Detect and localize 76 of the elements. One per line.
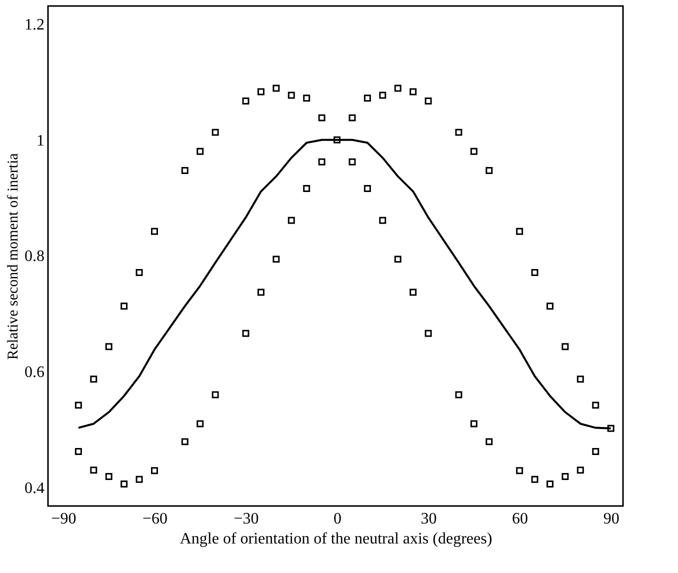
point	[303, 185, 310, 192]
point	[303, 94, 310, 102]
point	[531, 269, 538, 276]
point	[212, 391, 219, 398]
point	[105, 472, 112, 480]
point	[592, 402, 600, 409]
point	[74, 402, 82, 409]
y-tick-label: 0.4	[24, 480, 44, 497]
y-tick-label: 1.2	[24, 16, 44, 34]
point	[257, 88, 264, 96]
point	[136, 476, 143, 483]
point	[120, 480, 128, 488]
point	[394, 256, 402, 263]
point	[592, 448, 600, 456]
point	[516, 228, 524, 235]
point	[334, 136, 341, 144]
point	[364, 94, 371, 102]
x-tick-label: −30	[234, 510, 259, 528]
point	[486, 438, 493, 446]
x-tick-label: 0	[334, 510, 342, 528]
point	[562, 472, 569, 480]
point	[288, 216, 295, 224]
point	[410, 88, 417, 96]
point	[470, 420, 478, 428]
x-tick-label: 90	[603, 510, 620, 528]
x-tick-label: −90	[51, 510, 76, 528]
point	[272, 84, 280, 92]
point	[212, 128, 219, 136]
point	[150, 228, 158, 235]
point	[318, 114, 326, 122]
point	[120, 302, 128, 310]
point	[546, 302, 554, 310]
point	[181, 438, 188, 446]
point	[379, 216, 386, 224]
y-axis-title: Relative second moment of inertia	[6, 152, 22, 360]
y-tick-label: 0.6	[24, 364, 44, 382]
point	[272, 256, 280, 263]
point	[516, 467, 524, 474]
point	[242, 330, 250, 337]
point	[90, 466, 98, 474]
point	[364, 185, 371, 192]
x-axis-title: Angle of orientation of the neutral axis (degrees)	[180, 530, 492, 548]
point	[288, 92, 295, 99]
point	[150, 467, 158, 474]
point	[455, 128, 462, 136]
point	[424, 330, 432, 337]
x-tick-label: 30	[420, 510, 437, 528]
y-tick-label: 1	[36, 132, 44, 150]
point	[257, 288, 264, 296]
point	[424, 98, 432, 105]
point	[318, 158, 326, 166]
point	[348, 158, 356, 166]
point	[394, 84, 402, 92]
point	[90, 376, 98, 383]
point	[576, 376, 584, 383]
point	[196, 148, 204, 155]
point	[136, 269, 143, 276]
point	[607, 424, 614, 432]
point	[379, 92, 386, 99]
point	[562, 343, 569, 350]
point	[348, 114, 356, 122]
point	[410, 288, 417, 296]
point	[242, 98, 250, 105]
x-tick-label: −60	[142, 510, 168, 528]
point	[196, 420, 204, 428]
point	[576, 466, 584, 474]
point	[470, 148, 478, 155]
point	[546, 480, 554, 488]
point	[455, 391, 462, 398]
point	[74, 448, 82, 456]
y-tick-label: 0.8	[24, 248, 44, 266]
point	[181, 167, 188, 174]
point	[105, 343, 112, 350]
point	[486, 167, 493, 174]
point	[531, 476, 538, 483]
x-tick-label: 60	[512, 510, 528, 528]
